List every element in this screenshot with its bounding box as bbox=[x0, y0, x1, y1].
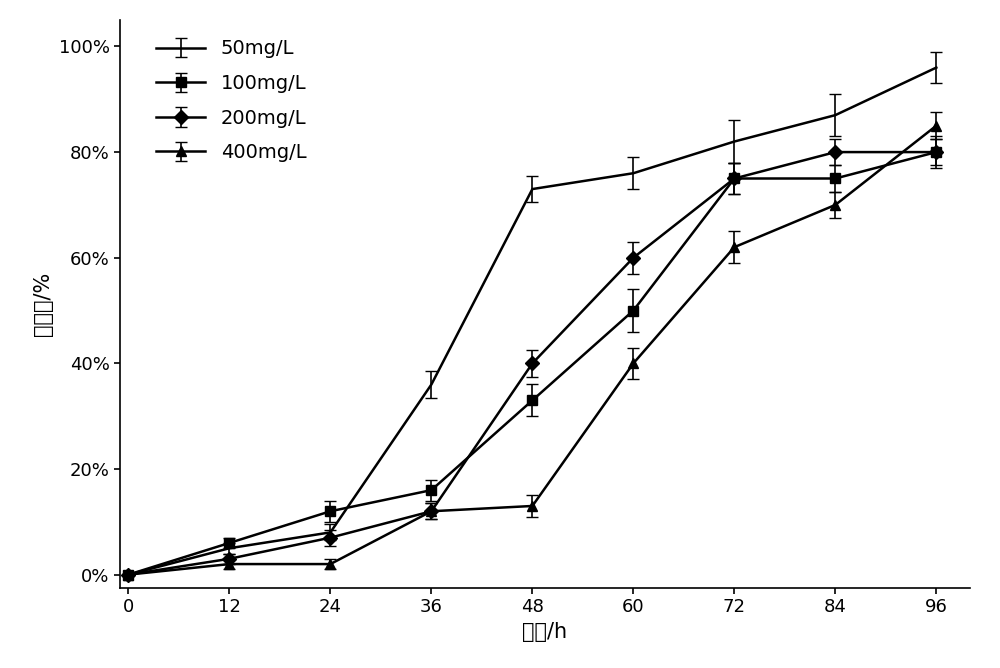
X-axis label: 时间/h: 时间/h bbox=[522, 622, 568, 642]
Y-axis label: 降解率/%: 降解率/% bbox=[33, 272, 53, 336]
Legend: 50mg/L, 100mg/L, 200mg/L, 400mg/L: 50mg/L, 100mg/L, 200mg/L, 400mg/L bbox=[147, 30, 316, 172]
